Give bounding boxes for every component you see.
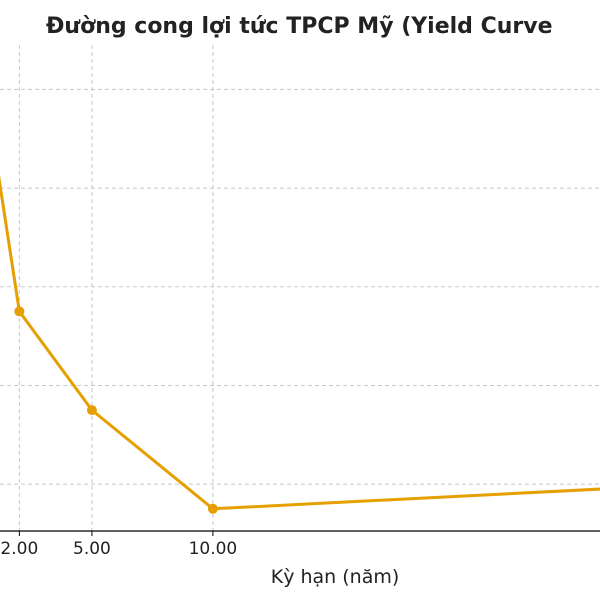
marker <box>86 405 97 416</box>
marker <box>14 306 25 317</box>
x-tick-label: 2.00 <box>0 539 38 559</box>
grid <box>0 45 600 531</box>
marker <box>207 503 218 514</box>
line <box>0 175 600 511</box>
x-ticks: 2.00 5.00 10.00 <box>0 531 237 559</box>
x-axis-label: Kỳ hạn (năm) <box>271 566 400 588</box>
plot-area <box>0 152 600 514</box>
x-tick-label: 10.00 <box>189 539 238 559</box>
chart-title: Đường cong lợi tức TPCP Mỹ (Yield Curve <box>46 14 553 39</box>
x-tick-label: 5.00 <box>73 539 111 559</box>
